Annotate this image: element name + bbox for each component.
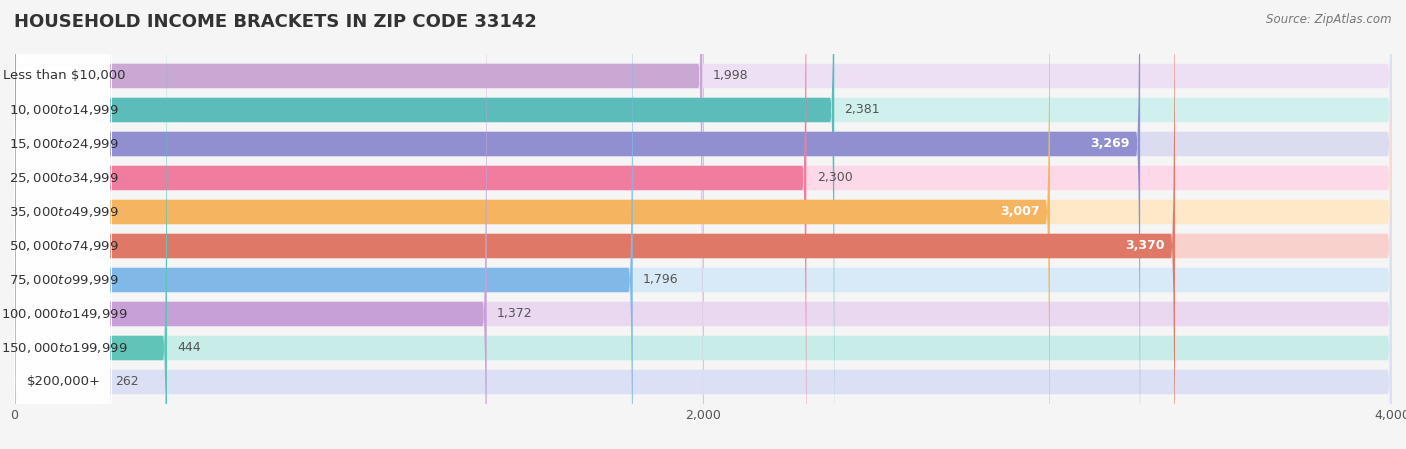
FancyBboxPatch shape [14,0,1140,449]
FancyBboxPatch shape [14,0,112,449]
Text: 2,381: 2,381 [845,103,880,116]
Text: $75,000 to $99,999: $75,000 to $99,999 [10,273,120,287]
Text: $200,000+: $200,000+ [27,375,101,388]
FancyBboxPatch shape [14,0,1392,449]
Text: $10,000 to $14,999: $10,000 to $14,999 [10,103,120,117]
FancyBboxPatch shape [14,0,112,406]
FancyBboxPatch shape [14,18,112,449]
FancyBboxPatch shape [14,0,703,449]
FancyBboxPatch shape [14,0,1175,449]
FancyBboxPatch shape [14,0,1392,449]
Text: 3,269: 3,269 [1091,137,1130,150]
Text: $15,000 to $24,999: $15,000 to $24,999 [10,137,120,151]
Text: $100,000 to $149,999: $100,000 to $149,999 [1,307,128,321]
FancyBboxPatch shape [14,0,1392,449]
Text: 444: 444 [177,342,201,355]
FancyBboxPatch shape [14,0,1392,449]
FancyBboxPatch shape [14,52,112,449]
FancyBboxPatch shape [14,0,1392,449]
FancyBboxPatch shape [14,0,112,449]
FancyBboxPatch shape [14,0,1392,449]
FancyBboxPatch shape [14,0,112,449]
FancyBboxPatch shape [14,0,112,440]
Text: 1,796: 1,796 [643,273,679,286]
FancyBboxPatch shape [14,0,486,449]
Text: HOUSEHOLD INCOME BRACKETS IN ZIP CODE 33142: HOUSEHOLD INCOME BRACKETS IN ZIP CODE 33… [14,13,537,31]
FancyBboxPatch shape [14,0,1392,449]
FancyBboxPatch shape [14,0,167,449]
Text: Source: ZipAtlas.com: Source: ZipAtlas.com [1267,13,1392,26]
Text: 1,998: 1,998 [713,70,748,83]
FancyBboxPatch shape [14,0,1050,449]
FancyBboxPatch shape [14,0,104,449]
FancyBboxPatch shape [14,0,1392,449]
FancyBboxPatch shape [14,0,807,449]
FancyBboxPatch shape [14,0,112,449]
Text: $25,000 to $34,999: $25,000 to $34,999 [10,171,120,185]
Text: 1,372: 1,372 [496,308,533,321]
Text: $35,000 to $49,999: $35,000 to $49,999 [10,205,120,219]
FancyBboxPatch shape [14,0,633,449]
FancyBboxPatch shape [14,0,112,449]
Text: $50,000 to $74,999: $50,000 to $74,999 [10,239,120,253]
Text: 3,370: 3,370 [1125,239,1164,252]
FancyBboxPatch shape [14,0,1392,449]
Text: 262: 262 [115,375,138,388]
FancyBboxPatch shape [14,0,834,449]
Text: 3,007: 3,007 [1000,206,1039,219]
FancyBboxPatch shape [14,0,1392,449]
Text: $150,000 to $199,999: $150,000 to $199,999 [1,341,128,355]
FancyBboxPatch shape [14,0,112,449]
Text: 2,300: 2,300 [817,172,852,185]
Text: Less than $10,000: Less than $10,000 [3,70,125,83]
